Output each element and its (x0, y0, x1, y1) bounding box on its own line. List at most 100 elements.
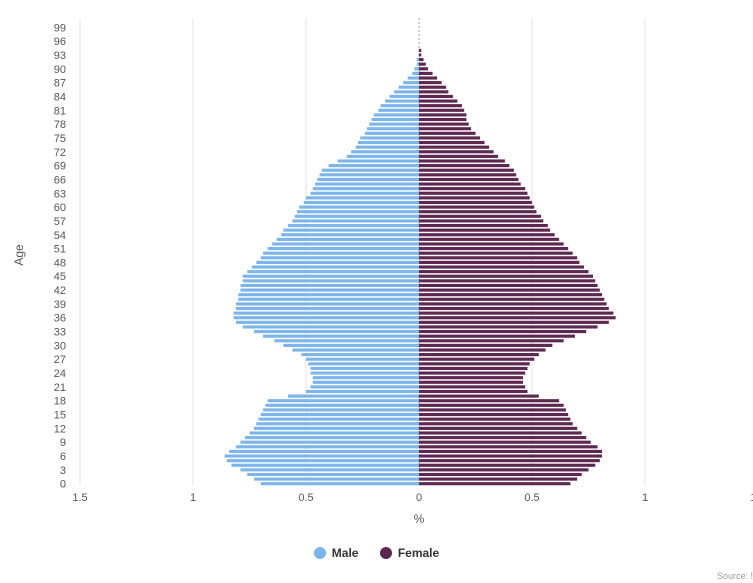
male-bar-age-39[interactable] (235, 302, 419, 306)
female-bar-age-39[interactable] (419, 302, 607, 306)
male-bar-age-44[interactable] (242, 279, 419, 283)
male-bar-age-65[interactable] (315, 182, 419, 186)
male-bar-age-15[interactable] (260, 412, 419, 417)
legend-item-male[interactable]: Male (313, 546, 358, 560)
male-bar-age-64[interactable] (312, 187, 419, 191)
male-bar-age-73[interactable] (355, 145, 419, 149)
female-bar-age-81[interactable] (419, 108, 465, 112)
female-bar-age-21[interactable] (419, 385, 526, 389)
male-bar-age-42[interactable] (240, 288, 419, 292)
male-bar-age-62[interactable] (306, 196, 419, 200)
female-bar-age-72[interactable] (419, 150, 494, 154)
male-bar-age-79[interactable] (371, 117, 419, 122)
male-bar-age-63[interactable] (310, 191, 419, 195)
female-bar-age-18[interactable] (419, 399, 560, 403)
female-bar-age-83[interactable] (419, 99, 458, 103)
female-bar-age-49[interactable] (419, 256, 578, 260)
male-bar-age-29[interactable] (292, 348, 419, 352)
female-bar-age-26[interactable] (419, 362, 530, 366)
female-bar-age-0[interactable] (419, 482, 571, 486)
male-bar-age-22[interactable] (312, 380, 419, 384)
male-bar-age-38[interactable] (235, 306, 419, 311)
male-bar-age-16[interactable] (263, 408, 419, 412)
female-bar-age-71[interactable] (419, 154, 499, 158)
female-bar-age-67[interactable] (419, 173, 517, 177)
female-bar-age-88[interactable] (419, 76, 438, 80)
female-bar-age-75[interactable] (419, 136, 481, 140)
male-bar-age-72[interactable] (351, 150, 419, 154)
female-bar-age-87[interactable] (419, 81, 442, 85)
female-bar-age-13[interactable] (419, 422, 573, 426)
male-bar-age-17[interactable] (265, 403, 419, 407)
female-bar-age-74[interactable] (419, 140, 485, 145)
male-bar-age-40[interactable] (238, 297, 419, 301)
male-bar-age-52[interactable] (272, 242, 419, 246)
female-bar-age-7[interactable] (419, 449, 603, 453)
female-bar-age-19[interactable] (419, 394, 539, 398)
female-bar-age-34[interactable] (419, 325, 598, 329)
female-bar-age-25[interactable] (419, 366, 528, 371)
female-bar-age-73[interactable] (419, 145, 490, 149)
male-bar-age-34[interactable] (242, 325, 419, 329)
female-bar-age-37[interactable] (419, 311, 614, 315)
male-bar-age-67[interactable] (319, 173, 419, 177)
female-bar-age-66[interactable] (419, 177, 519, 182)
male-bar-age-91[interactable] (416, 62, 419, 66)
male-bar-age-66[interactable] (317, 177, 419, 182)
female-bar-age-82[interactable] (419, 104, 462, 108)
male-bar-age-33[interactable] (254, 329, 419, 334)
male-bar-age-13[interactable] (256, 422, 419, 426)
male-bar-age-41[interactable] (238, 293, 419, 297)
male-bar-age-6[interactable] (224, 454, 419, 458)
female-bar-age-69[interactable] (419, 164, 510, 168)
female-bar-age-76[interactable] (419, 131, 476, 135)
female-bar-age-78[interactable] (419, 122, 469, 126)
male-bar-age-35[interactable] (235, 320, 419, 324)
male-bar-age-57[interactable] (292, 219, 419, 223)
male-bar-age-2[interactable] (247, 472, 419, 477)
female-bar-age-56[interactable] (419, 223, 548, 228)
male-bar-age-59[interactable] (296, 210, 419, 214)
female-bar-age-17[interactable] (419, 403, 564, 407)
male-bar-age-49[interactable] (260, 256, 419, 260)
female-bar-age-44[interactable] (419, 279, 596, 283)
legend-item-female[interactable]: Female (379, 546, 439, 560)
male-bar-age-84[interactable] (389, 94, 419, 99)
male-bar-age-47[interactable] (251, 265, 419, 269)
female-bar-age-51[interactable] (419, 247, 569, 251)
female-bar-age-53[interactable] (419, 237, 560, 241)
female-bar-age-62[interactable] (419, 196, 530, 200)
male-bar-age-46[interactable] (247, 270, 419, 274)
female-bar-age-48[interactable] (419, 260, 580, 264)
male-bar-age-45[interactable] (242, 274, 419, 278)
female-bar-age-12[interactable] (419, 426, 578, 430)
female-bar-age-35[interactable] (419, 320, 609, 324)
male-bar-age-80[interactable] (373, 113, 419, 117)
male-bar-age-68[interactable] (321, 168, 419, 172)
male-bar-age-10[interactable] (244, 436, 419, 440)
male-bar-age-76[interactable] (364, 131, 419, 135)
male-bar-age-5[interactable] (226, 459, 419, 463)
female-bar-age-84[interactable] (419, 94, 453, 99)
male-bar-age-55[interactable] (283, 228, 419, 232)
male-bar-age-26[interactable] (308, 362, 419, 366)
male-bar-age-60[interactable] (299, 205, 419, 209)
male-bar-age-0[interactable] (260, 482, 419, 486)
male-bar-age-31[interactable] (274, 339, 419, 343)
male-bar-age-23[interactable] (312, 376, 419, 380)
female-bar-age-91[interactable] (419, 62, 426, 66)
male-bar-age-11[interactable] (249, 431, 420, 435)
female-bar-age-1[interactable] (419, 477, 578, 481)
female-bar-age-64[interactable] (419, 187, 526, 191)
female-bar-age-10[interactable] (419, 436, 587, 440)
male-bar-age-92[interactable] (416, 58, 419, 62)
female-bar-age-22[interactable] (419, 380, 523, 384)
male-bar-age-43[interactable] (240, 283, 419, 288)
female-bar-age-24[interactable] (419, 371, 526, 375)
male-bar-age-24[interactable] (310, 371, 419, 375)
male-bar-age-82[interactable] (380, 104, 419, 108)
female-bar-age-31[interactable] (419, 339, 564, 343)
male-bar-age-36[interactable] (233, 316, 419, 320)
female-bar-age-58[interactable] (419, 214, 542, 218)
male-bar-age-12[interactable] (254, 426, 419, 430)
